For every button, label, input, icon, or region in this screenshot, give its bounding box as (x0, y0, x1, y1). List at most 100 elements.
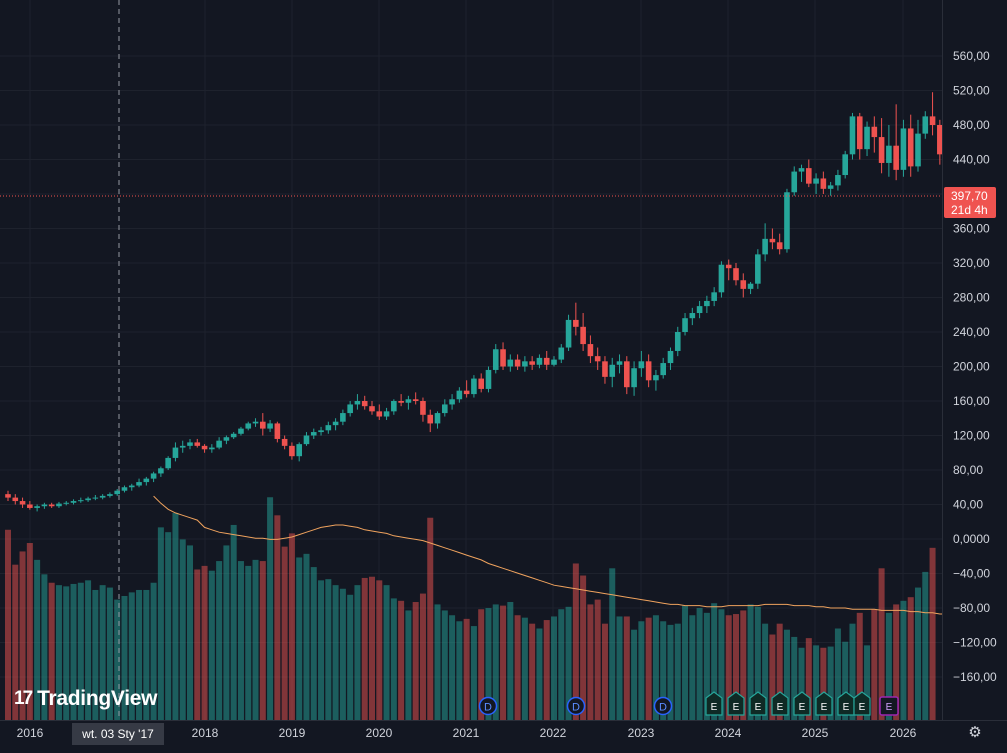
candle-body (165, 457, 171, 469)
x-tick-label: 2020 (366, 726, 393, 740)
volume-bar (893, 604, 900, 720)
volume-bar (507, 602, 514, 720)
candle-body (398, 401, 404, 403)
last-price-tag-bg (944, 186, 996, 218)
y-tick-label: −160,00 (953, 670, 997, 684)
volume-bar (929, 547, 936, 720)
candle-body (507, 359, 514, 367)
volume-bar (856, 612, 863, 720)
candle-body (485, 369, 492, 389)
candle-body (427, 414, 434, 424)
volume-bar (92, 589, 99, 720)
volume-bar (361, 577, 368, 720)
volume-bar (252, 559, 259, 720)
volume-bar (769, 634, 776, 720)
volume-bar (834, 628, 841, 720)
candle-body (85, 498, 91, 501)
y-tick-label: −40,00 (953, 567, 990, 581)
candle-body (551, 359, 557, 365)
volume-bar (390, 598, 397, 720)
candle-body (878, 137, 885, 163)
earnings-marker-label: E (799, 702, 806, 713)
volume-bar (703, 612, 710, 720)
volume-bar (172, 512, 179, 720)
candle-body (99, 495, 106, 498)
volume-bar (521, 617, 528, 720)
volume-bar (208, 570, 215, 720)
volume-bar (536, 628, 543, 720)
volume-bar (747, 604, 754, 720)
candle-body (594, 356, 601, 362)
candle-body (107, 494, 113, 496)
candle-body (12, 497, 19, 502)
candle-body (48, 504, 55, 507)
candle-body (230, 433, 237, 438)
candle-body (733, 268, 739, 281)
x-tick-label: 2024 (715, 726, 742, 740)
price-axis-panel (942, 0, 1007, 753)
volume-bar (572, 563, 579, 720)
candle-body (405, 399, 412, 403)
volume-bar (296, 557, 303, 720)
y-tick-label: 120,00 (953, 429, 990, 443)
volume-ma-line (153, 495, 1007, 616)
candle-body (922, 116, 929, 134)
dividend-marker-icon: D (566, 696, 586, 716)
earnings-marker-label: E (821, 702, 828, 713)
y-tick-label: 560,00 (953, 49, 990, 63)
volume-bar (165, 532, 172, 720)
volume-bar (274, 515, 281, 720)
volume-bar (587, 604, 594, 720)
volume-bar (529, 623, 536, 720)
volume-bar (201, 565, 208, 720)
volume-bar (660, 621, 667, 720)
volume-bar (791, 636, 798, 720)
earnings-marker-shape (727, 691, 745, 716)
candle-body (223, 437, 230, 441)
candle-body (536, 357, 543, 365)
volume-bar (718, 609, 725, 720)
volume-bar (623, 616, 630, 720)
earnings-marker-icon: E (705, 691, 723, 716)
candle-body (558, 347, 565, 360)
volume-bar (48, 582, 55, 720)
candle-body (689, 313, 696, 319)
volume-bar (427, 517, 434, 720)
candle-body (56, 503, 62, 507)
crosshair-date-bg (72, 723, 164, 745)
volume-bar (187, 545, 193, 720)
volume-bar (463, 618, 470, 720)
volume-bar (34, 559, 41, 720)
volume-bar (449, 615, 456, 720)
earnings-marker-label: E (843, 702, 850, 713)
candle-body (92, 497, 99, 499)
candle-body (463, 390, 470, 395)
volume-bar (492, 604, 499, 720)
volume-bar (631, 629, 638, 720)
volume-bar (609, 568, 616, 720)
candle-body (893, 145, 899, 170)
candle-body (718, 264, 725, 293)
candle-body (187, 442, 193, 446)
candle-body (565, 319, 572, 348)
volume-bar (813, 645, 820, 720)
x-tick-label: 2016 (17, 726, 44, 740)
volume-bar (842, 641, 849, 720)
candle-body (725, 264, 732, 269)
y-tick-label: −120,00 (953, 636, 997, 650)
candle-body (63, 502, 70, 504)
candle-body (150, 473, 157, 479)
candle-body (543, 357, 550, 365)
candle-body (289, 445, 295, 457)
crosshair-date-label: wt. 03 Sty '17 (72, 723, 164, 745)
earnings-marker-label: E (755, 702, 762, 713)
candle-body (849, 116, 856, 155)
volume-bar (725, 615, 732, 720)
candle-body (776, 242, 783, 250)
volume-bar (332, 585, 339, 720)
earnings-marker-label: E (733, 702, 740, 713)
settings-icon[interactable]: ⚙ (968, 724, 982, 741)
volume-bar (179, 539, 186, 720)
